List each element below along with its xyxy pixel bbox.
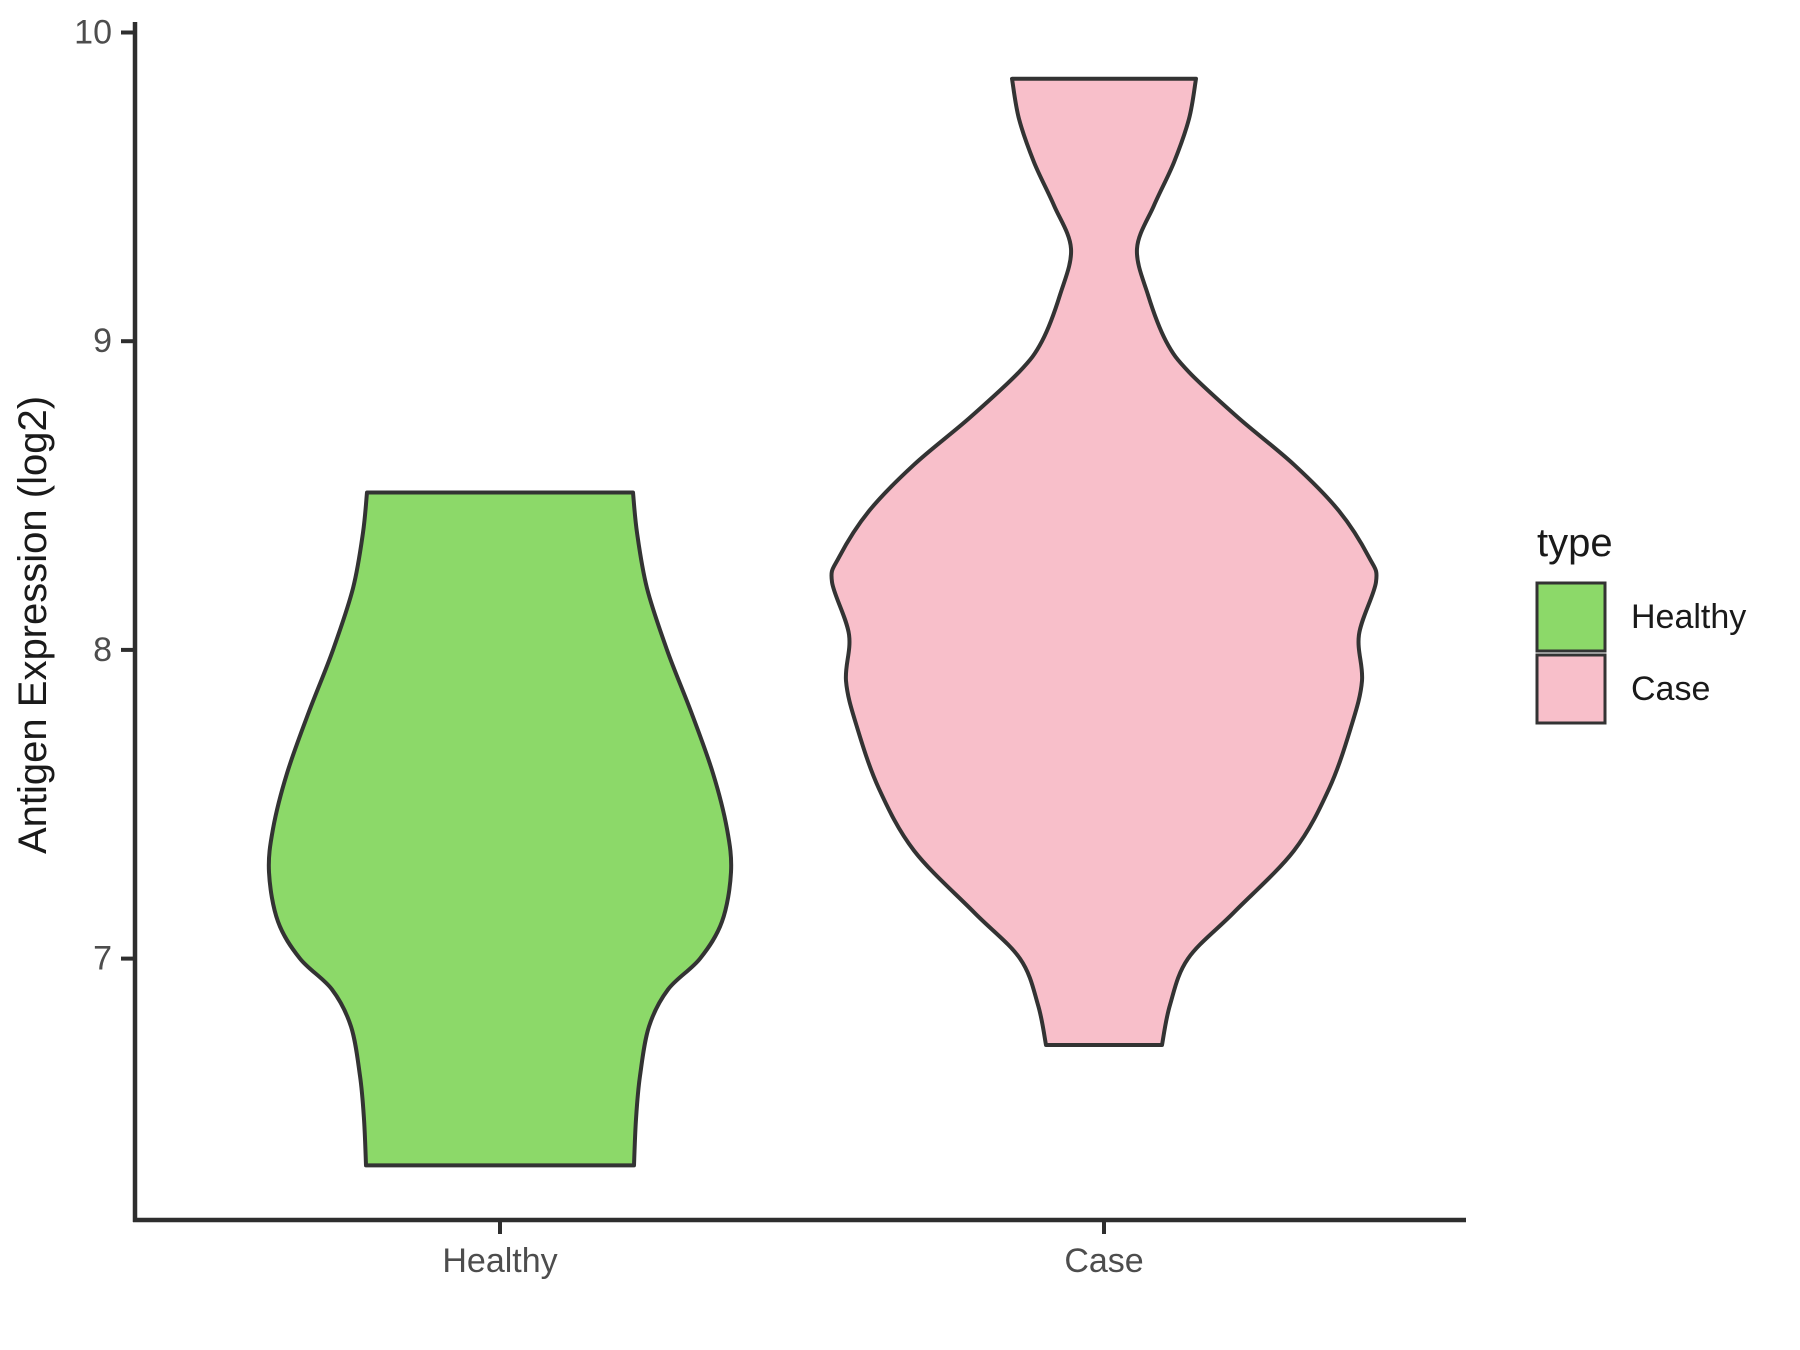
violin-case (829, 76, 1379, 1047)
y-tick-label: 7 (93, 940, 112, 978)
y-tick-label: 9 (93, 322, 112, 360)
y-axis-ticks-group: 10 9 8 7 (74, 14, 133, 978)
legend-swatch-healthy (1535, 581, 1607, 653)
y-tick-label: 8 (93, 631, 112, 669)
x-tick-label: Healthy (442, 1242, 557, 1280)
x-axis-ticks-group: Healthy Case (442, 1222, 1144, 1280)
legend: type Healthy Case (1535, 521, 1746, 725)
violin-healthy (266, 490, 734, 1168)
y-tick-label: 10 (74, 14, 112, 52)
legend-label-case: Case (1631, 670, 1710, 708)
y-axis-title: Antigen Expression (log2) (11, 396, 55, 854)
x-tick-label: Case (1064, 1242, 1143, 1280)
legend-label-healthy: Healthy (1631, 598, 1746, 636)
legend-title: type (1537, 521, 1613, 565)
violins-group (266, 76, 1379, 1168)
legend-swatch-case (1535, 653, 1607, 725)
